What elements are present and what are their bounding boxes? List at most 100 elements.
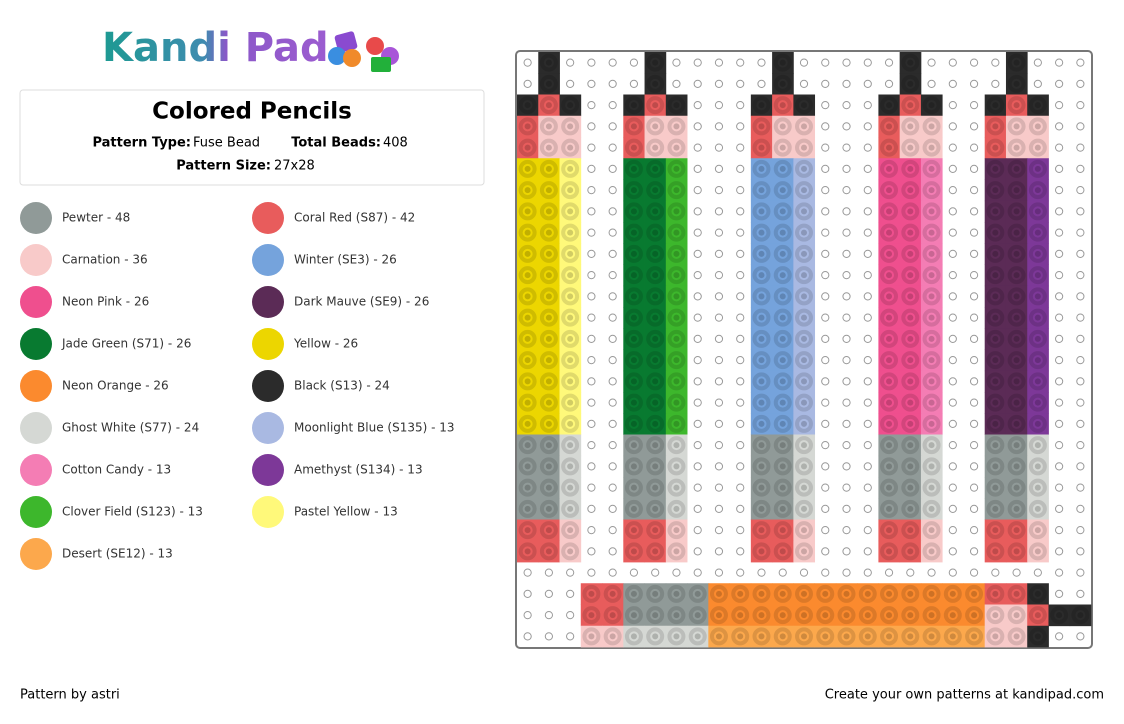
bead-ring <box>518 159 537 178</box>
bead-hole <box>1034 399 1041 406</box>
bead-ring <box>518 266 537 285</box>
bead-hole <box>630 633 637 640</box>
legend-swatch <box>252 286 284 318</box>
empty-peg <box>969 122 979 131</box>
legend-label: Clover Field (S123) - 13 <box>62 505 203 519</box>
empty-peg <box>1076 462 1085 471</box>
bead-hole <box>588 590 595 597</box>
bead-ring <box>731 606 750 625</box>
bead <box>559 477 582 499</box>
bead <box>920 158 943 180</box>
empty-peg <box>736 377 745 386</box>
bead-ring <box>901 202 920 221</box>
empty-peg <box>1076 632 1085 641</box>
bead-hole <box>1013 399 1020 406</box>
bead-hole <box>1013 484 1020 491</box>
empty-peg <box>714 504 724 513</box>
bead-hole <box>801 399 807 406</box>
bead-hole <box>652 548 659 555</box>
bead <box>772 392 794 414</box>
empty-peg <box>736 249 745 258</box>
bead-ring <box>837 584 856 603</box>
bead <box>899 94 922 117</box>
bead-hole <box>758 335 765 342</box>
bead <box>559 455 582 478</box>
bead-hole <box>652 272 659 279</box>
bead <box>963 625 986 648</box>
bead-ring <box>773 53 792 72</box>
bead-hole <box>545 293 552 300</box>
bead-ring <box>837 627 856 646</box>
bead-hole <box>1034 314 1041 321</box>
bead-ring <box>752 414 771 433</box>
bead-ring <box>880 584 899 603</box>
empty-peg <box>714 356 724 365</box>
bead-hole <box>928 399 935 406</box>
empty-peg <box>969 504 979 513</box>
bead-ring <box>518 117 537 136</box>
bead <box>793 455 816 478</box>
bead <box>899 137 922 159</box>
bead-hole <box>801 250 807 257</box>
bead-ring <box>518 96 537 115</box>
bead-ring <box>1007 117 1026 136</box>
bead-hole <box>801 548 807 555</box>
empty-peg <box>821 356 830 365</box>
empty-peg <box>799 58 809 67</box>
bead-ring <box>561 478 580 497</box>
bead-hole <box>928 293 935 300</box>
legend-label: Desert (SE12) - 13 <box>62 547 173 561</box>
empty-peg <box>736 207 745 216</box>
bead <box>1027 540 1049 563</box>
bead-hole <box>843 590 850 597</box>
bead-hole <box>758 144 765 151</box>
bead-ring <box>901 393 920 412</box>
bead <box>793 604 816 627</box>
bead-ring <box>539 117 558 136</box>
bead-ring <box>646 223 665 242</box>
bead-ring <box>1028 521 1047 540</box>
bead <box>1027 243 1049 265</box>
bead <box>878 413 901 435</box>
bead <box>623 94 645 117</box>
bead-hole <box>992 442 999 449</box>
bead <box>517 328 539 350</box>
bead <box>835 604 858 627</box>
bead-hole <box>907 208 914 215</box>
bead <box>623 328 645 350</box>
empty-peg <box>842 334 851 343</box>
bead-ring <box>688 606 707 625</box>
empty-peg <box>736 186 745 195</box>
bead-ring <box>561 436 580 455</box>
empty-peg <box>736 441 745 450</box>
promo[interactable]: Create your own patterns at kandipad.com <box>825 688 1104 703</box>
bead-hole <box>1034 612 1041 619</box>
bead-ring <box>561 414 580 433</box>
bead-hole <box>673 335 680 342</box>
bead-hole <box>715 590 722 597</box>
bead <box>772 498 794 520</box>
bead-hole <box>886 612 893 619</box>
bead <box>984 115 1007 138</box>
bead-hole <box>758 208 765 215</box>
bead-ring <box>986 499 1005 518</box>
bead-hole <box>907 144 914 151</box>
bead-hole <box>588 612 595 619</box>
bead-hole <box>545 187 552 194</box>
bead-ring <box>901 266 920 285</box>
logo[interactable]: Kandi Pad <box>102 25 329 71</box>
bead-hole <box>1013 357 1020 364</box>
bead-ring <box>1007 351 1026 370</box>
bead-hole <box>1013 505 1020 512</box>
empty-peg <box>714 547 724 556</box>
bead-hole <box>886 590 893 597</box>
empty-peg <box>608 313 617 322</box>
bead-hole <box>630 293 637 300</box>
bead-hole <box>992 590 999 597</box>
bead-hole <box>928 187 935 194</box>
bead <box>793 200 816 223</box>
bead-hole <box>673 229 680 236</box>
bead-hole <box>524 463 531 470</box>
empty-peg <box>863 441 872 450</box>
